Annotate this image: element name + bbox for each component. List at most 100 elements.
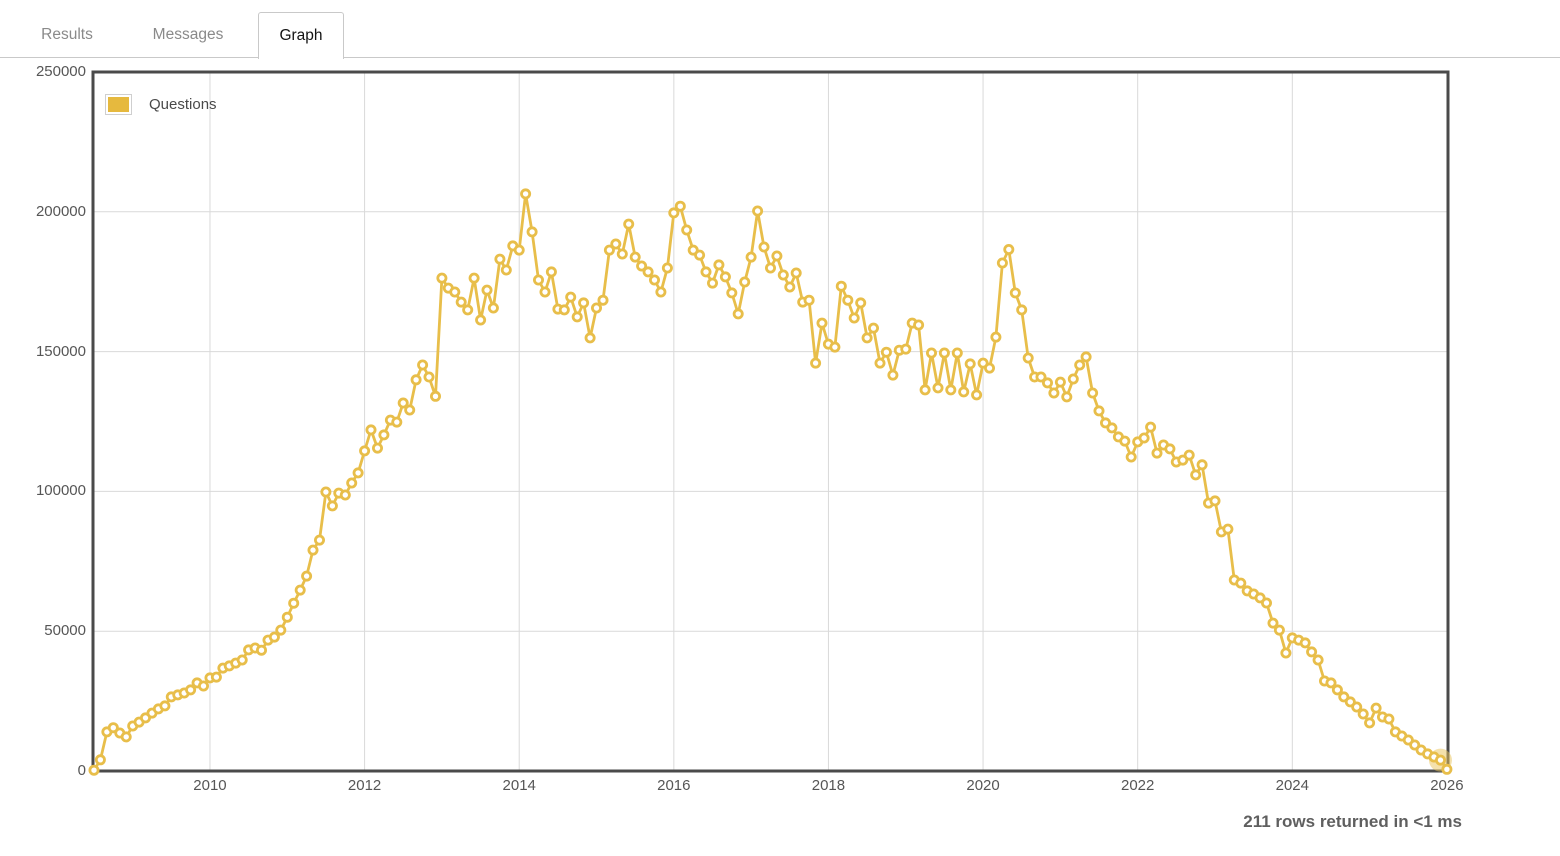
- data-point[interactable]: [694, 249, 706, 261]
- data-point[interactable]: [1312, 654, 1324, 666]
- data-point[interactable]: [449, 286, 461, 298]
- data-point[interactable]: [545, 266, 557, 278]
- data-point[interactable]: [1125, 451, 1137, 463]
- data-point[interactable]: [1306, 646, 1318, 658]
- data-point[interactable]: [623, 218, 635, 230]
- data-point[interactable]: [88, 764, 100, 776]
- data-point[interactable]: [1164, 443, 1176, 455]
- data-point[interactable]: [880, 346, 892, 358]
- data-point[interactable]: [1087, 387, 1099, 399]
- data-point[interactable]: [996, 257, 1008, 269]
- data-point[interactable]: [642, 266, 654, 278]
- data-point[interactable]: [649, 274, 661, 286]
- data-point[interactable]: [1273, 624, 1285, 636]
- data-point[interactable]: [719, 271, 731, 283]
- data-point[interactable]: [829, 341, 841, 353]
- data-point[interactable]: [926, 347, 938, 359]
- data-point[interactable]: [668, 207, 680, 219]
- data-point[interactable]: [1074, 359, 1086, 371]
- data-point[interactable]: [945, 384, 957, 396]
- data-point[interactable]: [475, 314, 487, 326]
- data-point[interactable]: [1016, 304, 1028, 316]
- data-point[interactable]: [339, 489, 351, 501]
- data-point[interactable]: [1364, 717, 1376, 729]
- data-point[interactable]: [855, 297, 867, 309]
- data-point[interactable]: [1080, 351, 1092, 363]
- data-point[interactable]: [120, 731, 132, 743]
- data-point[interactable]: [1209, 495, 1221, 507]
- data-point[interactable]: [281, 611, 293, 623]
- data-point[interactable]: [1190, 469, 1202, 481]
- data-point[interactable]: [1351, 701, 1363, 713]
- data-point[interactable]: [739, 276, 751, 288]
- data-point[interactable]: [288, 597, 300, 609]
- data-point[interactable]: [185, 684, 197, 696]
- data-point[interactable]: [1325, 677, 1337, 689]
- data-point[interactable]: [629, 251, 641, 263]
- data-point[interactable]: [275, 624, 287, 636]
- data-point[interactable]: [1196, 459, 1208, 471]
- data-point[interactable]: [410, 374, 422, 386]
- data-point[interactable]: [591, 302, 603, 314]
- data-point[interactable]: [1003, 243, 1015, 255]
- data-point[interactable]: [1435, 754, 1447, 766]
- data-point[interactable]: [835, 280, 847, 292]
- data-point[interactable]: [842, 294, 854, 306]
- data-point[interactable]: [861, 332, 873, 344]
- data-point[interactable]: [732, 308, 744, 320]
- data-point[interactable]: [326, 500, 338, 512]
- data-point[interactable]: [94, 754, 106, 766]
- data-point[interactable]: [1022, 352, 1034, 364]
- data-point[interactable]: [919, 384, 931, 396]
- data-point[interactable]: [533, 274, 545, 286]
- data-point[interactable]: [1119, 435, 1131, 447]
- data-point[interactable]: [1067, 373, 1079, 385]
- data-point[interactable]: [681, 224, 693, 236]
- data-point[interactable]: [1235, 577, 1247, 589]
- data-point[interactable]: [526, 226, 538, 238]
- data-point[interactable]: [938, 347, 950, 359]
- data-point[interactable]: [455, 296, 467, 308]
- data-point[interactable]: [301, 570, 313, 582]
- data-point[interactable]: [771, 250, 783, 262]
- data-point[interactable]: [1106, 422, 1118, 434]
- data-point[interactable]: [584, 332, 596, 344]
- data-point[interactable]: [913, 319, 925, 331]
- data-point[interactable]: [468, 272, 480, 284]
- data-point[interactable]: [255, 644, 267, 656]
- data-point[interactable]: [1042, 377, 1054, 389]
- data-point[interactable]: [674, 200, 686, 212]
- data-point[interactable]: [1151, 447, 1163, 459]
- data-point[interactable]: [513, 244, 525, 256]
- data-point[interactable]: [984, 362, 996, 374]
- data-point[interactable]: [1331, 684, 1343, 696]
- data-point[interactable]: [313, 534, 325, 546]
- data-point[interactable]: [462, 304, 474, 316]
- data-point[interactable]: [1061, 391, 1073, 403]
- data-point[interactable]: [197, 680, 209, 692]
- data-point[interactable]: [378, 429, 390, 441]
- data-point[interactable]: [236, 654, 248, 666]
- data-point[interactable]: [107, 722, 119, 734]
- data-point[interactable]: [932, 382, 944, 394]
- data-point[interactable]: [887, 369, 899, 381]
- data-point[interactable]: [571, 311, 583, 323]
- data-point[interactable]: [1035, 371, 1047, 383]
- data-point[interactable]: [1383, 713, 1395, 725]
- data-point[interactable]: [1145, 421, 1157, 433]
- data-point[interactable]: [745, 251, 757, 263]
- data-point[interactable]: [784, 281, 796, 293]
- data-point[interactable]: [1357, 708, 1369, 720]
- data-point[interactable]: [1054, 376, 1066, 388]
- data-point[interactable]: [990, 331, 1002, 343]
- data-point[interactable]: [777, 269, 789, 281]
- data-point[interactable]: [210, 671, 222, 683]
- data-point[interactable]: [423, 371, 435, 383]
- data-point[interactable]: [707, 277, 719, 289]
- data-point[interactable]: [603, 244, 615, 256]
- data-point[interactable]: [159, 700, 171, 712]
- data-point[interactable]: [365, 424, 377, 436]
- data-point[interactable]: [391, 416, 403, 428]
- data-point[interactable]: [565, 291, 577, 303]
- data-point[interactable]: [1138, 432, 1150, 444]
